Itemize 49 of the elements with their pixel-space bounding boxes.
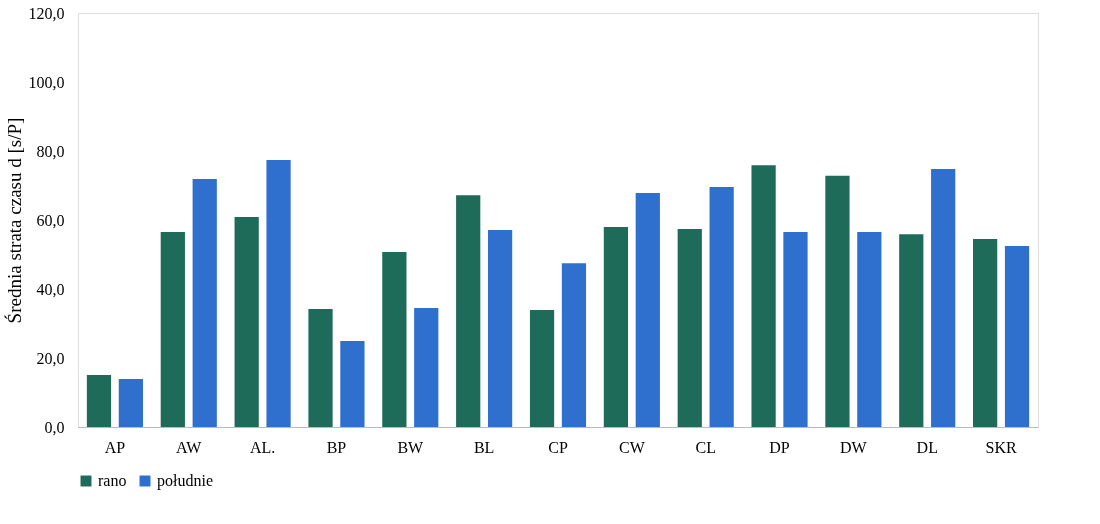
x-tick-label: BL [473,438,495,456]
bar [603,226,629,427]
bar [160,232,185,427]
bar [677,228,702,427]
bar [266,159,291,427]
y-tick-label: 120,0 [28,4,65,22]
bar [118,379,143,427]
y-tick-label: 20,0 [36,349,65,367]
x-tick-label: AP [104,438,126,456]
bar [86,374,112,427]
bar [931,168,956,427]
bar [414,307,439,427]
bar [751,165,776,427]
bar [857,232,882,427]
bar [192,178,217,427]
x-tick-label: DW [840,438,868,456]
y-tick-label: 40,0 [36,280,65,298]
bar [899,234,924,427]
x-tick-label: BW [397,438,425,456]
bar [973,238,998,427]
x-tick-label: CW [618,438,646,456]
y-tick-label: 100,0 [28,73,65,91]
bar [825,175,850,427]
x-tick-label: DL [916,438,938,456]
x-tick-label: BP [326,438,347,456]
x-tick-label: AL. [249,438,276,456]
bar [340,341,365,427]
bar [635,193,660,427]
bar [456,195,481,427]
bar [783,232,808,427]
x-tick-label: SKR [985,438,1017,456]
bar [234,216,259,427]
bar [709,186,734,427]
bar [382,252,407,427]
x-tick-label: DP [769,438,790,456]
bar [561,263,587,427]
y-tick-label: 60,0 [36,211,65,229]
bar [1004,245,1030,427]
x-tick-label: AW [176,438,203,456]
bar [487,230,513,427]
y-tick-label: 80,0 [36,142,65,160]
x-tick-label: CL [695,438,716,456]
x-tick-label: CP [548,438,568,456]
y-tick-label: 0,0 [44,418,65,436]
legend-label: południe [157,472,213,490]
bar [308,309,333,427]
y-axis-title: Średnia strata czasu d [s/P] [3,117,25,324]
bar [529,310,555,427]
legend-label: rano [98,472,127,489]
